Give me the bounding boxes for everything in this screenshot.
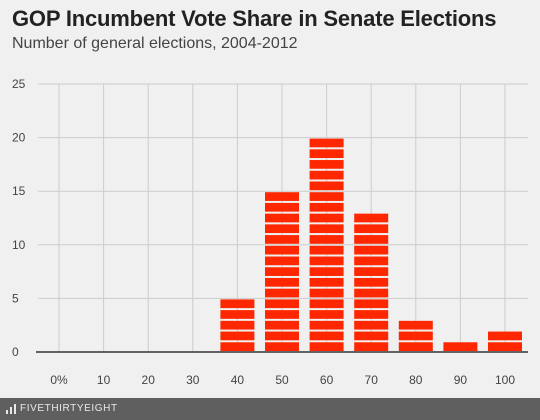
bar-unit [220, 310, 255, 319]
bar-unit [265, 256, 299, 266]
bar-unit [354, 256, 389, 266]
bar-unit [309, 277, 344, 287]
chart-subtitle: Number of general elections, 2004-2012 [12, 35, 298, 52]
bar-unit [354, 320, 389, 330]
x-tick-label: 10 [97, 373, 111, 387]
bar-unit [220, 331, 255, 341]
bar-unit [309, 267, 344, 276]
bar-unit [309, 310, 344, 319]
bar-unit [265, 245, 299, 255]
x-tick-label: 60 [320, 373, 334, 387]
bar-unit [443, 342, 478, 351]
bar-unit [354, 245, 389, 255]
y-tick-label: 25 [12, 77, 26, 91]
bar-unit [354, 288, 389, 298]
bar-unit [265, 288, 299, 298]
y-tick-label: 5 [12, 291, 19, 305]
bar-unit [354, 299, 389, 309]
bar-unit [265, 192, 299, 201]
bar-unit [309, 288, 344, 298]
bar-unit [309, 170, 344, 180]
bar-unit [309, 181, 344, 191]
bar-unit [220, 320, 255, 330]
chart-title: GOP Incumbent Vote Share in Senate Elect… [12, 6, 497, 31]
bar-70 [354, 213, 389, 351]
y-tick-label: 20 [12, 131, 26, 145]
bar-unit [488, 331, 522, 341]
tick-labels: 0 5 10 15 20 25 0% 10 20 30 40 50 60 70 80 90 100 [12, 77, 515, 387]
bar-unit [309, 213, 344, 223]
bar-unit [309, 320, 344, 330]
bar-unit [265, 213, 299, 223]
x-tick-label: 80 [409, 373, 423, 387]
bar-unit [265, 277, 299, 287]
bar-unit [265, 267, 299, 276]
bar-unit [354, 235, 389, 244]
bar-unit [309, 138, 344, 148]
histogram-chart: 0 5 10 15 20 25 0% 10 20 30 40 50 60 70 80 90 100 [12, 77, 528, 387]
bar-unit [309, 235, 344, 244]
bar-unit [309, 256, 344, 266]
bar-80 [398, 320, 433, 351]
x-tick-label: 40 [231, 373, 245, 387]
x-tick-label: 30 [186, 373, 200, 387]
bar-unit [398, 342, 433, 351]
bar-unit [398, 320, 433, 330]
footer-bar: FIVETHIRTYEIGHT [0, 398, 540, 420]
bar-unit [265, 310, 299, 319]
footer-brand: FIVETHIRTYEIGHT [20, 403, 118, 414]
bar-unit [265, 299, 299, 309]
y-tick-label: 0 [12, 345, 19, 359]
bars [220, 138, 522, 351]
bar-unit [309, 160, 344, 169]
x-tick-label: 50 [275, 373, 289, 387]
bar-unit [354, 331, 389, 341]
bar-unit [309, 224, 344, 234]
bar-unit [354, 267, 389, 276]
bar-unit [488, 342, 522, 351]
bar-unit [354, 310, 389, 319]
bar-unit [309, 342, 344, 351]
bar-unit [309, 245, 344, 255]
x-tick-label: 70 [365, 373, 379, 387]
bar-unit [354, 277, 389, 287]
bar-unit [265, 342, 299, 351]
bar-unit [354, 342, 389, 351]
bar-unit [220, 299, 255, 309]
y-tick-label: 15 [12, 184, 26, 198]
bar-unit [309, 192, 344, 201]
bar-unit [309, 331, 344, 341]
fivethirtyeight-logo-icon [6, 404, 16, 414]
bar-unit [309, 149, 344, 159]
bar-unit [309, 299, 344, 309]
bar-100 [488, 331, 522, 351]
bar-unit [220, 342, 255, 351]
bar-unit [265, 224, 299, 234]
x-tick-label: 20 [142, 373, 156, 387]
bar-40 [220, 299, 255, 351]
bar-unit [354, 213, 389, 223]
x-tick-label: 0% [50, 373, 68, 387]
bar-unit [265, 320, 299, 330]
bar-60 [309, 138, 344, 351]
bar-50 [265, 192, 299, 351]
y-tick-label: 10 [12, 238, 26, 252]
bar-unit [265, 331, 299, 341]
x-tick-label: 100 [495, 373, 515, 387]
bar-unit [309, 202, 344, 212]
bar-90 [443, 342, 478, 351]
bar-unit [398, 331, 433, 341]
bar-unit [265, 235, 299, 244]
x-tick-label: 90 [454, 373, 468, 387]
bar-unit [265, 202, 299, 212]
bar-unit [354, 224, 389, 234]
